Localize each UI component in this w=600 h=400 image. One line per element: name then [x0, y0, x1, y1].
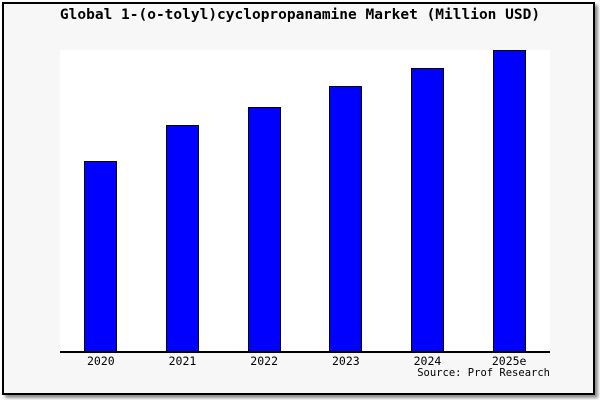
bar-2024	[411, 68, 444, 351]
plot-area	[60, 50, 550, 353]
bar-2025e	[492, 50, 526, 351]
bar-2023	[329, 86, 363, 351]
x-tick-label-2023: 2023	[331, 354, 360, 368]
bar-2020	[84, 161, 118, 351]
chart-title: Global 1-(o-tolyl)cyclopropanamine Marke…	[59, 7, 541, 23]
x-axis-labels: 2020 2021 2022 2023 2024 2025e	[0, 354, 600, 368]
x-tick-label-2024: 2024	[413, 354, 442, 368]
x-tick-label-2025e: 2025e	[491, 354, 527, 368]
x-tick-label-2020: 2020	[86, 354, 115, 368]
x-tick-label-2021: 2021	[168, 354, 197, 368]
bar-2022	[247, 107, 281, 351]
bar-2021	[166, 125, 199, 351]
source-note: Source: Prof Research	[417, 367, 550, 379]
x-tick-label-2022: 2022	[250, 354, 278, 368]
